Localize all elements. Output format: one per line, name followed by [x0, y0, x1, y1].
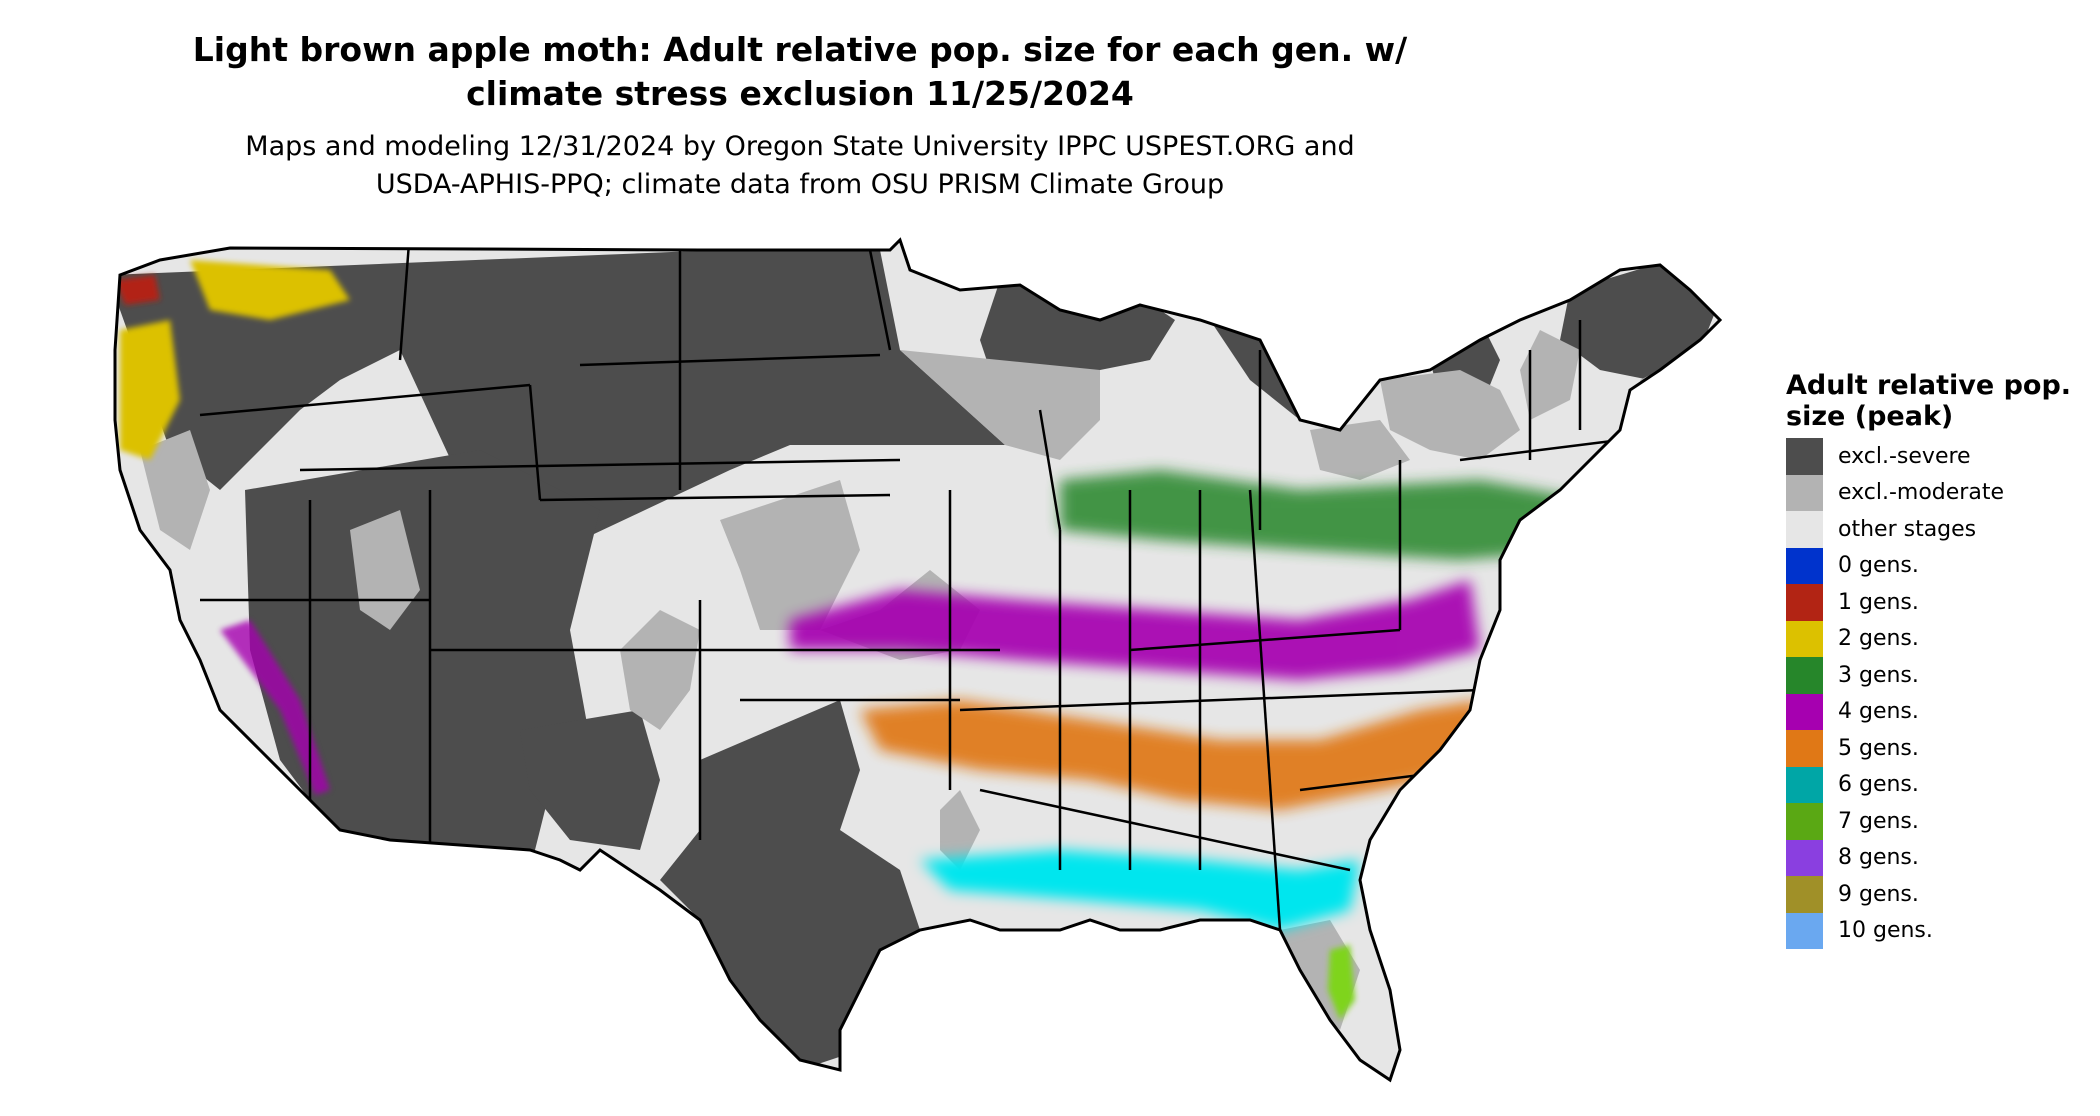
legend-item: 0 gens.	[1786, 547, 2086, 584]
legend-item: 10 gens.	[1786, 912, 2086, 949]
legend-item: 2 gens.	[1786, 620, 2086, 657]
legend-item: excl.-moderate	[1786, 474, 2086, 511]
state-borders	[199, 240, 1621, 931]
legend-item: 7 gens.	[1786, 803, 2086, 840]
map-subtitle: Maps and modeling 12/31/2024 by Oregon S…	[120, 128, 1480, 204]
legend-label: 8 gens.	[1838, 845, 1919, 871]
legend-label: 10 gens.	[1838, 918, 1933, 944]
legend-label: other stages	[1838, 516, 1977, 542]
legend-label: 6 gens.	[1838, 772, 1919, 798]
subtitle-line-1: Maps and modeling 12/31/2024 by Oregon S…	[245, 131, 1355, 162]
legend-label: 7 gens.	[1838, 808, 1919, 834]
legend-label: 0 gens.	[1838, 553, 1919, 579]
band-5-gens	[860, 700, 1480, 810]
us-map	[113, 237, 1723, 1083]
legend-swatch	[1786, 438, 1823, 475]
legend-item: 8 gens.	[1786, 839, 2086, 876]
legend-swatch	[1786, 474, 1823, 511]
band-1-gens-nw	[115, 275, 160, 305]
legend-swatch	[1786, 511, 1823, 548]
band-6-gens	[920, 850, 1360, 930]
legend-label: excl.-severe	[1838, 443, 1971, 469]
legend-item: 1 gens.	[1786, 584, 2086, 621]
legend: Adult relative pop. size (peak) excl.-se…	[1786, 370, 2086, 949]
legend-item: 6 gens.	[1786, 766, 2086, 803]
legend-item: 9 gens.	[1786, 876, 2086, 913]
legend-swatch	[1786, 912, 1823, 949]
legend-item: 4 gens.	[1786, 693, 2086, 730]
legend-swatch	[1786, 876, 1823, 913]
legend-swatch	[1786, 693, 1823, 730]
band-2-gens-nw	[190, 260, 350, 320]
legend-swatch	[1786, 839, 1823, 876]
legend-item: 3 gens.	[1786, 657, 2086, 694]
legend-item: excl.-severe	[1786, 438, 2086, 475]
legend-swatch	[1786, 803, 1823, 840]
legend-item: other stages	[1786, 511, 2086, 548]
legend-swatch	[1786, 730, 1823, 767]
gen-bands	[115, 260, 1590, 1020]
band-3-gens	[1060, 470, 1590, 560]
legend-swatch	[1786, 547, 1823, 584]
title-line-1: Light brown apple moth: Adult relative p…	[192, 30, 1408, 69]
legend-label: 1 gens.	[1838, 589, 1919, 615]
legend-swatch	[1786, 766, 1823, 803]
legend-swatch	[1786, 620, 1823, 657]
band-4-gens	[790, 580, 1480, 680]
legend-title: Adult relative pop. size (peak)	[1786, 370, 2072, 432]
legend-label: 3 gens.	[1838, 662, 1919, 688]
legend-swatch	[1786, 584, 1823, 621]
title-line-2: climate stress exclusion 11/25/2024	[466, 74, 1134, 113]
legend-swatch	[1786, 657, 1823, 694]
map-title: Light brown apple moth: Adult relative p…	[120, 28, 1480, 116]
legend-label: 4 gens.	[1838, 699, 1919, 725]
legend-label: 2 gens.	[1838, 626, 1919, 652]
legend-item: 5 gens.	[1786, 730, 2086, 767]
legend-label: excl.-moderate	[1838, 480, 2004, 506]
band-7-gens-fl	[1328, 945, 1355, 1020]
band-2-gens-coast	[120, 320, 180, 460]
us-outline	[113, 237, 1723, 1083]
band-4-gens-sw	[220, 620, 330, 795]
subtitle-line-2: USDA-APHIS-PPQ; climate data from OSU PR…	[375, 169, 1225, 200]
legend-label: 5 gens.	[1838, 735, 1919, 761]
legend-label: 9 gens.	[1838, 881, 1919, 907]
legend-items: excl.-severe excl.-moderate other stages 0 …	[1786, 438, 2086, 949]
